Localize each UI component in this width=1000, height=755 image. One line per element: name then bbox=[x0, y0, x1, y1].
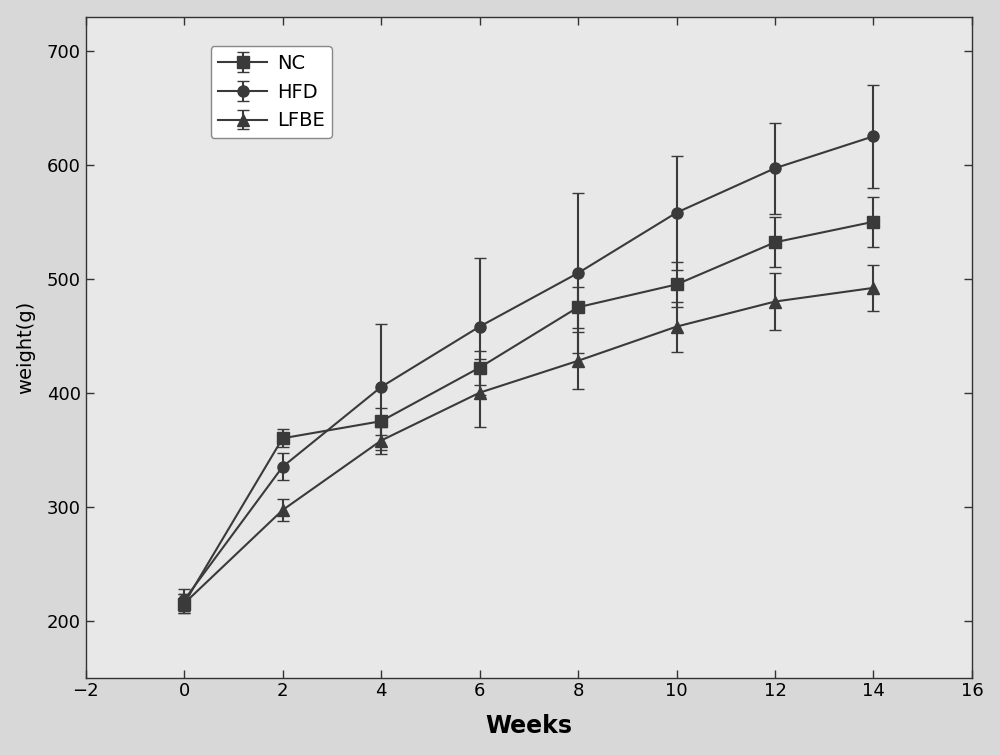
Legend: NC, HFD, LFBE: NC, HFD, LFBE bbox=[211, 46, 332, 138]
Y-axis label: weight(g): weight(g) bbox=[17, 300, 36, 394]
X-axis label: Weeks: Weeks bbox=[485, 714, 572, 738]
